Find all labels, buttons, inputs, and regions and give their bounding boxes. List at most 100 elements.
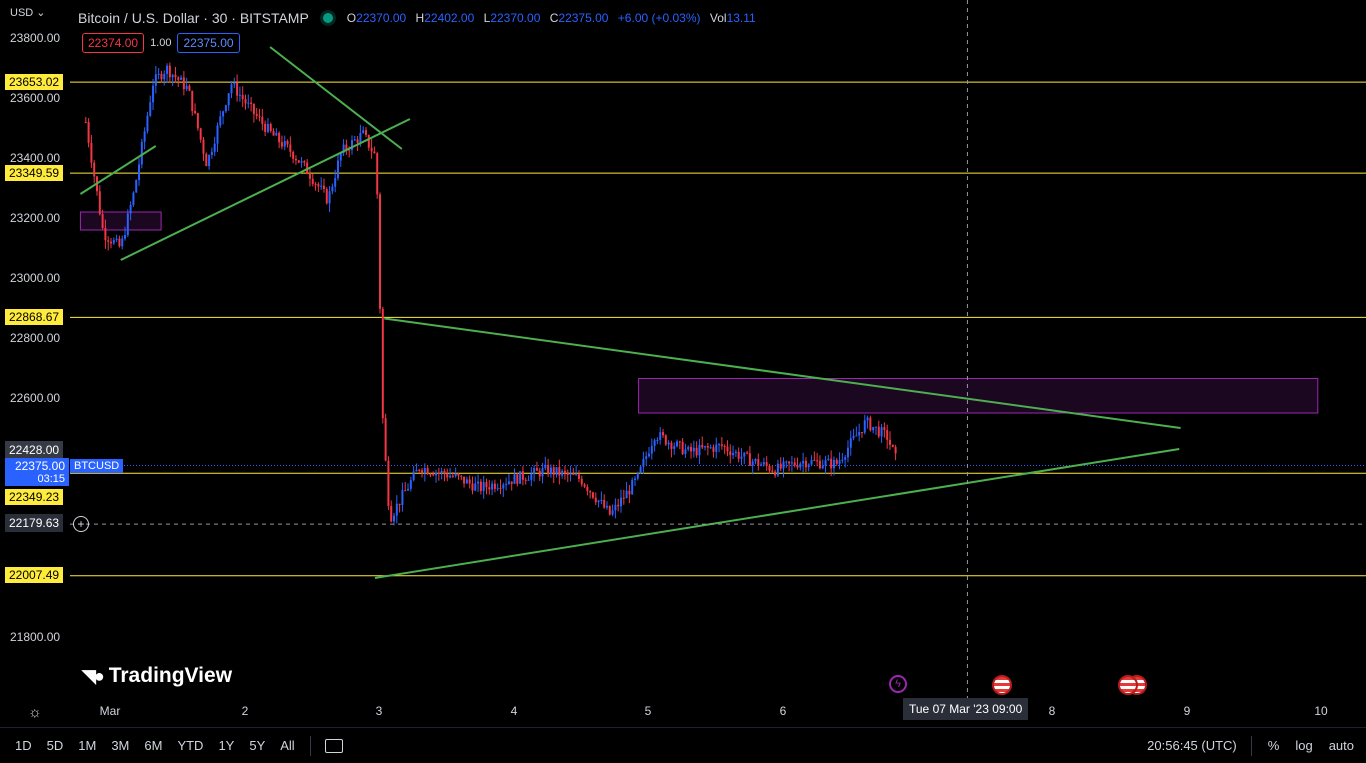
price-chart[interactable]: [0, 0, 1366, 727]
up-candle: [409, 480, 412, 489]
symbol-title[interactable]: Bitcoin / U.S. Dollar · 30 · BITSTAMP: [78, 10, 309, 26]
range-all-button[interactable]: All: [280, 738, 295, 753]
up-candle: [631, 479, 634, 495]
price-tick: 23800.00: [10, 31, 61, 45]
down-candle: [558, 467, 561, 476]
down-candle: [356, 139, 359, 143]
up-candle: [115, 238, 118, 240]
down-candle: [499, 488, 502, 490]
up-candle: [600, 500, 603, 502]
down-candle: [292, 151, 295, 159]
trend-line: [269, 46, 403, 150]
down-candle: [538, 470, 541, 477]
up-candle: [496, 488, 499, 490]
up-candle: [810, 459, 813, 465]
down-candle: [586, 486, 589, 492]
tradingview-logo: ◥● TradingView: [82, 664, 233, 687]
up-candle: [838, 460, 841, 464]
up-candle: [227, 93, 230, 106]
down-candle: [589, 491, 592, 493]
up-candle: [704, 445, 707, 448]
down-candle: [390, 505, 393, 522]
currency-scale-label[interactable]: USD ⌄: [10, 7, 46, 19]
up-candle: [222, 111, 225, 117]
up-candle: [844, 457, 847, 460]
level-label[interactable]: 22868.67: [5, 309, 64, 325]
up-candle: [482, 482, 485, 491]
range-ytd-button[interactable]: YTD: [177, 738, 204, 753]
up-candle: [401, 490, 404, 505]
settings-gear-icon[interactable]: ☼: [28, 704, 42, 721]
range-1d-button[interactable]: 1D: [15, 738, 32, 753]
down-candle: [398, 503, 401, 505]
percent-scale-button[interactable]: %: [1267, 738, 1280, 753]
up-candle: [112, 239, 115, 244]
up-candle: [561, 470, 564, 476]
up-candle: [527, 479, 530, 481]
down-candle: [701, 444, 704, 448]
up-candle: [210, 151, 213, 156]
up-candle: [555, 467, 558, 475]
range-1m-button[interactable]: 1M: [78, 738, 97, 753]
add-alert-plus-icon[interactable]: +: [73, 516, 89, 532]
scale-tools: 20:56:45 (UTC) % log auto: [1147, 728, 1354, 763]
level-label[interactable]: 23653.02: [5, 74, 64, 90]
down-candle: [510, 481, 513, 484]
up-candle: [213, 143, 216, 152]
up-candle: [149, 102, 152, 116]
down-candle: [720, 444, 723, 446]
range-5d-button[interactable]: 5D: [46, 738, 64, 753]
down-candle: [98, 191, 101, 215]
up-candle: [320, 185, 323, 187]
price-tick: 23200.00: [10, 211, 61, 225]
compare-calendar-icon[interactable]: [324, 738, 343, 753]
up-candle: [776, 463, 779, 476]
buy-button[interactable]: 22375.00: [177, 33, 240, 53]
down-candle: [583, 484, 586, 487]
range-5y-button[interactable]: 5Y: [249, 738, 266, 753]
up-candle: [659, 432, 662, 441]
up-candle: [393, 515, 396, 522]
toolbar-divider: [309, 735, 311, 756]
down-candle: [804, 460, 807, 468]
up-candle: [673, 446, 676, 449]
auto-scale-button[interactable]: auto: [1328, 738, 1354, 753]
down-candle: [628, 490, 631, 495]
time-tick: 5: [644, 704, 652, 718]
down-candle: [516, 474, 519, 484]
range-6m-button[interactable]: 6M: [144, 738, 163, 753]
up-candle: [519, 471, 522, 484]
down-candle: [737, 451, 740, 459]
range-3m-button[interactable]: 3M: [111, 738, 130, 753]
up-candle: [334, 178, 337, 187]
down-candle: [421, 470, 424, 474]
utc-clock[interactable]: 20:56:45 (UTC): [1147, 738, 1237, 753]
down-candle: [603, 500, 606, 508]
down-candle: [729, 451, 732, 456]
up-candle: [477, 481, 480, 484]
up-candle: [785, 461, 788, 463]
us-flag-event-icon[interactable]: [992, 675, 1012, 695]
log-scale-button[interactable]: log: [1295, 738, 1313, 753]
level-label[interactable]: 23349.59: [5, 165, 64, 181]
up-candle: [350, 140, 353, 150]
up-candle: [633, 478, 636, 480]
up-candle: [465, 479, 468, 484]
level-label[interactable]: 22007.49: [5, 567, 64, 583]
up-candle: [185, 85, 188, 90]
tradingview-logo-icon: ◥●: [82, 665, 105, 686]
up-candle: [656, 440, 659, 442]
down-candle: [468, 479, 471, 484]
sell-button[interactable]: 22374.00: [82, 33, 145, 53]
up-candle: [880, 427, 883, 437]
range-1y-button[interactable]: 1Y: [218, 738, 235, 753]
down-candle: [457, 473, 460, 476]
up-candle: [544, 464, 547, 469]
us-flag-event-icon[interactable]: [1118, 675, 1138, 695]
down-candle: [373, 151, 376, 154]
level-label[interactable]: 22349.23: [5, 489, 64, 505]
down-candle: [771, 470, 774, 472]
up-candle: [121, 238, 124, 247]
up-candle: [605, 505, 608, 508]
flash-event-icon[interactable]: ϟ: [889, 675, 907, 693]
